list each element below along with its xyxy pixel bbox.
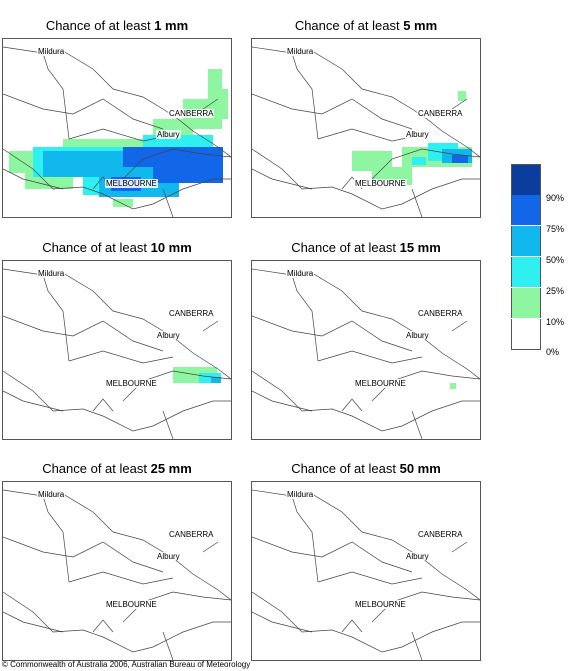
legend-swatch-0: [511, 319, 541, 350]
color-legend: 90% 75% 50% 25% 10% 0%: [511, 164, 570, 359]
label-mildura: Mildura: [37, 490, 66, 499]
label-melbourne: MELBOURNE: [105, 179, 158, 188]
map-svg: [3, 489, 231, 660]
legend-tick-75: 75%: [546, 224, 565, 234]
map-boundaries: [252, 268, 480, 439]
map-svg: [3, 46, 231, 217]
legend-tick-90: 90%: [546, 193, 565, 203]
label-albury: Albury: [156, 552, 181, 561]
label-canberra: CANBERRA: [417, 530, 464, 539]
legend-swatch-10: [511, 288, 541, 318]
label-melbourne: MELBOURNE: [105, 379, 158, 388]
panel-title: Chance of at least 5 mm: [294, 18, 438, 33]
map-boundaries: [3, 46, 231, 217]
map-svg: [252, 489, 480, 660]
rain-shading: [450, 383, 456, 389]
label-canberra: CANBERRA: [168, 530, 215, 539]
map-boundaries: [252, 46, 480, 217]
rainfall-map: Mildura CANBERRA Albury MELBOURNE: [2, 38, 232, 218]
label-mildura: Mildura: [286, 490, 315, 499]
map-boundaries: [252, 489, 480, 660]
label-melbourne: MELBOURNE: [105, 600, 158, 609]
label-canberra: CANBERRA: [417, 309, 464, 318]
legend-tick-10: 10%: [546, 317, 565, 327]
panel-title: Chance of at least 50 mm: [291, 461, 441, 476]
rainfall-map: Mildura CANBERRA Albury MELBOURNE: [2, 260, 232, 440]
rainfall-map: Mildura CANBERRA Albury MELBOURNE: [251, 260, 481, 440]
panel-title: Chance of at least 25 mm: [42, 461, 192, 476]
label-canberra: CANBERRA: [417, 109, 464, 118]
legend-swatch-50: [511, 226, 541, 256]
map-boundaries: [3, 268, 231, 439]
panel-title: Chance of at least 1 mm: [45, 18, 189, 33]
label-canberra: CANBERRA: [168, 109, 215, 118]
legend-tick-50: 50%: [546, 255, 565, 265]
panel-title: Chance of at least 15 mm: [291, 240, 441, 255]
rainfall-map: Mildura CANBERRA Albury MELBOURNE: [2, 481, 232, 661]
label-albury: Albury: [156, 130, 181, 139]
rainfall-map: Mildura CANBERRA Albury MELBOURNE: [251, 38, 481, 218]
copyright-footer: © Commonwealth of Australia 2006, Austra…: [2, 660, 251, 669]
label-albury: Albury: [405, 331, 430, 340]
label-mildura: Mildura: [37, 269, 66, 278]
label-canberra: CANBERRA: [168, 309, 215, 318]
legend-tick-0: 0%: [546, 347, 560, 357]
legend-swatch-25: [511, 257, 541, 287]
label-mildura: Mildura: [286, 47, 315, 56]
label-albury: Albury: [156, 331, 181, 340]
panel-title: Chance of at least 10 mm: [42, 240, 192, 255]
legend-swatch-90: [511, 164, 541, 195]
map-svg: [252, 46, 480, 217]
label-mildura: Mildura: [37, 47, 66, 56]
legend-tick-25: 25%: [546, 286, 565, 296]
label-albury: Albury: [405, 552, 430, 561]
legend-swatch-75: [511, 195, 541, 225]
label-albury: Albury: [405, 130, 430, 139]
map-svg: [3, 268, 231, 439]
label-melbourne: MELBOURNE: [354, 600, 407, 609]
label-melbourne: MELBOURNE: [354, 379, 407, 388]
map-boundaries: [3, 489, 231, 660]
rainfall-map: Mildura CANBERRA Albury MELBOURNE: [251, 481, 481, 661]
label-mildura: Mildura: [286, 269, 315, 278]
map-svg: [252, 268, 480, 439]
label-melbourne: MELBOURNE: [354, 179, 407, 188]
